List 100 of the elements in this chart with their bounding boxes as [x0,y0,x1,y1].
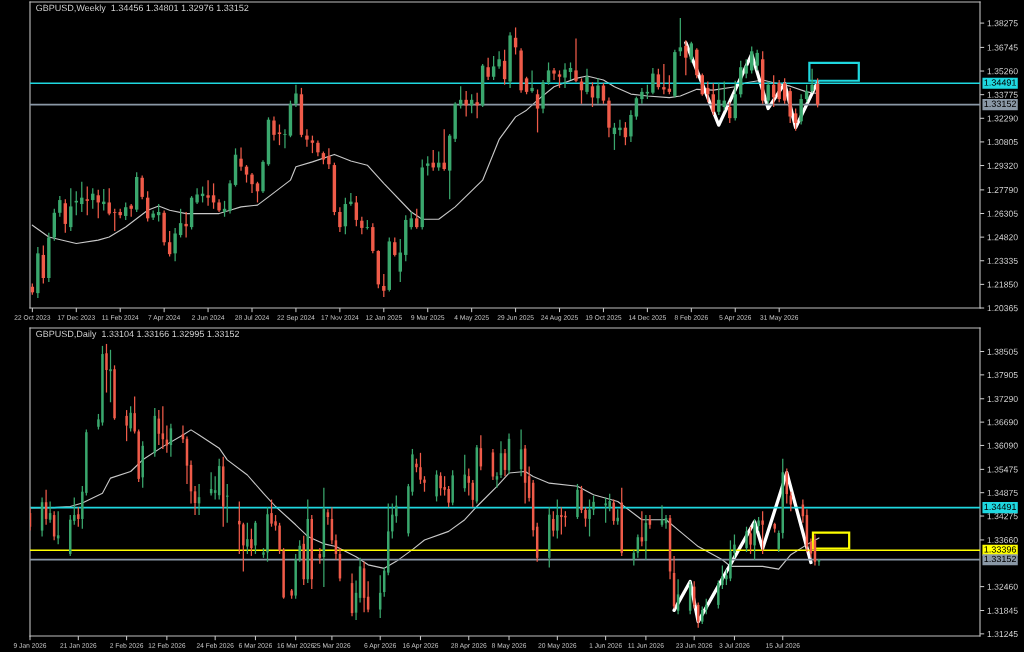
candlestick [464,90,468,118]
candlestick [439,471,442,497]
candlestick [371,222,375,254]
candlestick [246,522,249,555]
candlestick [105,343,108,394]
candlestick [684,39,688,76]
candlestick [576,483,579,520]
candlestick [612,498,615,526]
candlestick [491,55,496,81]
candlestick [327,147,331,170]
candlestick [415,458,418,473]
candlestick [486,57,490,81]
candlestick [618,119,622,137]
candlestick [274,514,277,532]
candlestick [745,526,748,553]
y-tick-label: 1.36690 [987,419,1018,426]
candlestick [282,547,285,600]
candlestick [584,506,587,528]
candlestick [793,107,798,132]
y-tick-label: 1.24820 [987,234,1018,241]
candlestick [629,109,633,143]
candlestick [560,506,563,536]
candlestick [266,506,269,563]
candlestick [338,206,342,233]
candlestick [109,349,112,403]
candlestick [85,185,89,216]
candlestick [173,227,177,262]
y-tick-label: 1.23335 [987,257,1018,264]
candlestick [391,502,394,540]
candlestick [415,208,419,230]
candlestick [782,77,787,105]
candlestick [283,128,287,149]
y-tick-label: 1.38505 [987,348,1018,355]
candlestick [766,80,770,105]
candlestick [447,485,450,508]
ref-line-label: 1.34491 [984,79,1016,86]
candlestick [640,87,644,105]
candlestick [585,68,589,95]
candlestick [810,68,814,94]
candlestick [755,49,759,72]
candlestick [278,522,281,555]
candlestick [113,364,116,421]
candlestick [662,63,666,95]
candlestick [125,409,128,442]
y-tick-label: 1.32460 [987,583,1018,590]
candlestick [107,187,111,216]
y-tick-label: 1.37290 [987,395,1018,402]
y-tick-label: 1.31845 [987,607,1018,614]
candlestick [656,68,661,91]
candlestick [129,405,132,433]
candlestick [463,454,466,493]
candlestick [113,208,117,232]
candlestick [133,395,136,435]
y-tick-label: 1.20365 [987,305,1018,312]
candlestick [777,529,780,553]
candlestick [717,579,720,610]
chart-title: GBPUSD,Daily 1.33104 1.33166 1.32995 1.33152 [36,330,240,339]
candlestick [426,155,430,177]
candlestick [239,146,243,172]
y-tick-label: 1.37905 [987,371,1018,379]
candlestick [729,539,732,582]
candlestick [799,93,803,126]
candlestick [640,510,644,547]
candlestick [250,528,253,557]
ref-line-label: 1.33152 [984,555,1016,563]
candlestick [242,522,245,573]
candlestick [382,273,386,298]
y-tick-label: 1.34275 [987,513,1018,520]
candlestick [250,172,254,194]
y-tick-label: 1.26305 [987,210,1018,217]
y-tick-label: 1.35260 [987,68,1018,75]
candlestick [588,498,591,538]
candlestick [574,37,578,83]
candlestick [354,195,359,227]
candlestick [592,494,595,516]
chart-title: GBPUSD,Weekly 1.34456 1.34801 1.32976 1.33152 [36,4,249,13]
candlestick [184,211,188,239]
candlestick [419,452,422,485]
candlestick [535,88,540,134]
ref-line-label: 1.33396 [984,546,1017,553]
y-tick-label: 1.29320 [987,162,1018,169]
candlestick [305,128,309,148]
candlestick [262,547,265,559]
y-tick-label: 1.21850 [987,281,1018,288]
ref-line-label: 1.34491 [984,503,1016,511]
candlestick [497,50,501,70]
candlestick [270,498,273,528]
candlestick [77,506,80,528]
y-tick-label: 1.36745 [987,44,1018,51]
candlestick [563,62,567,89]
y-tick-label: 1.33775 [987,91,1018,98]
candlestick [69,187,73,232]
candlestick [651,67,655,95]
candlestick [552,67,556,81]
candlestick [140,174,144,200]
candlestick [761,510,764,555]
candlestick [272,115,276,142]
candlestick [63,198,67,234]
candlestick [556,498,559,540]
candlestick [277,123,282,146]
